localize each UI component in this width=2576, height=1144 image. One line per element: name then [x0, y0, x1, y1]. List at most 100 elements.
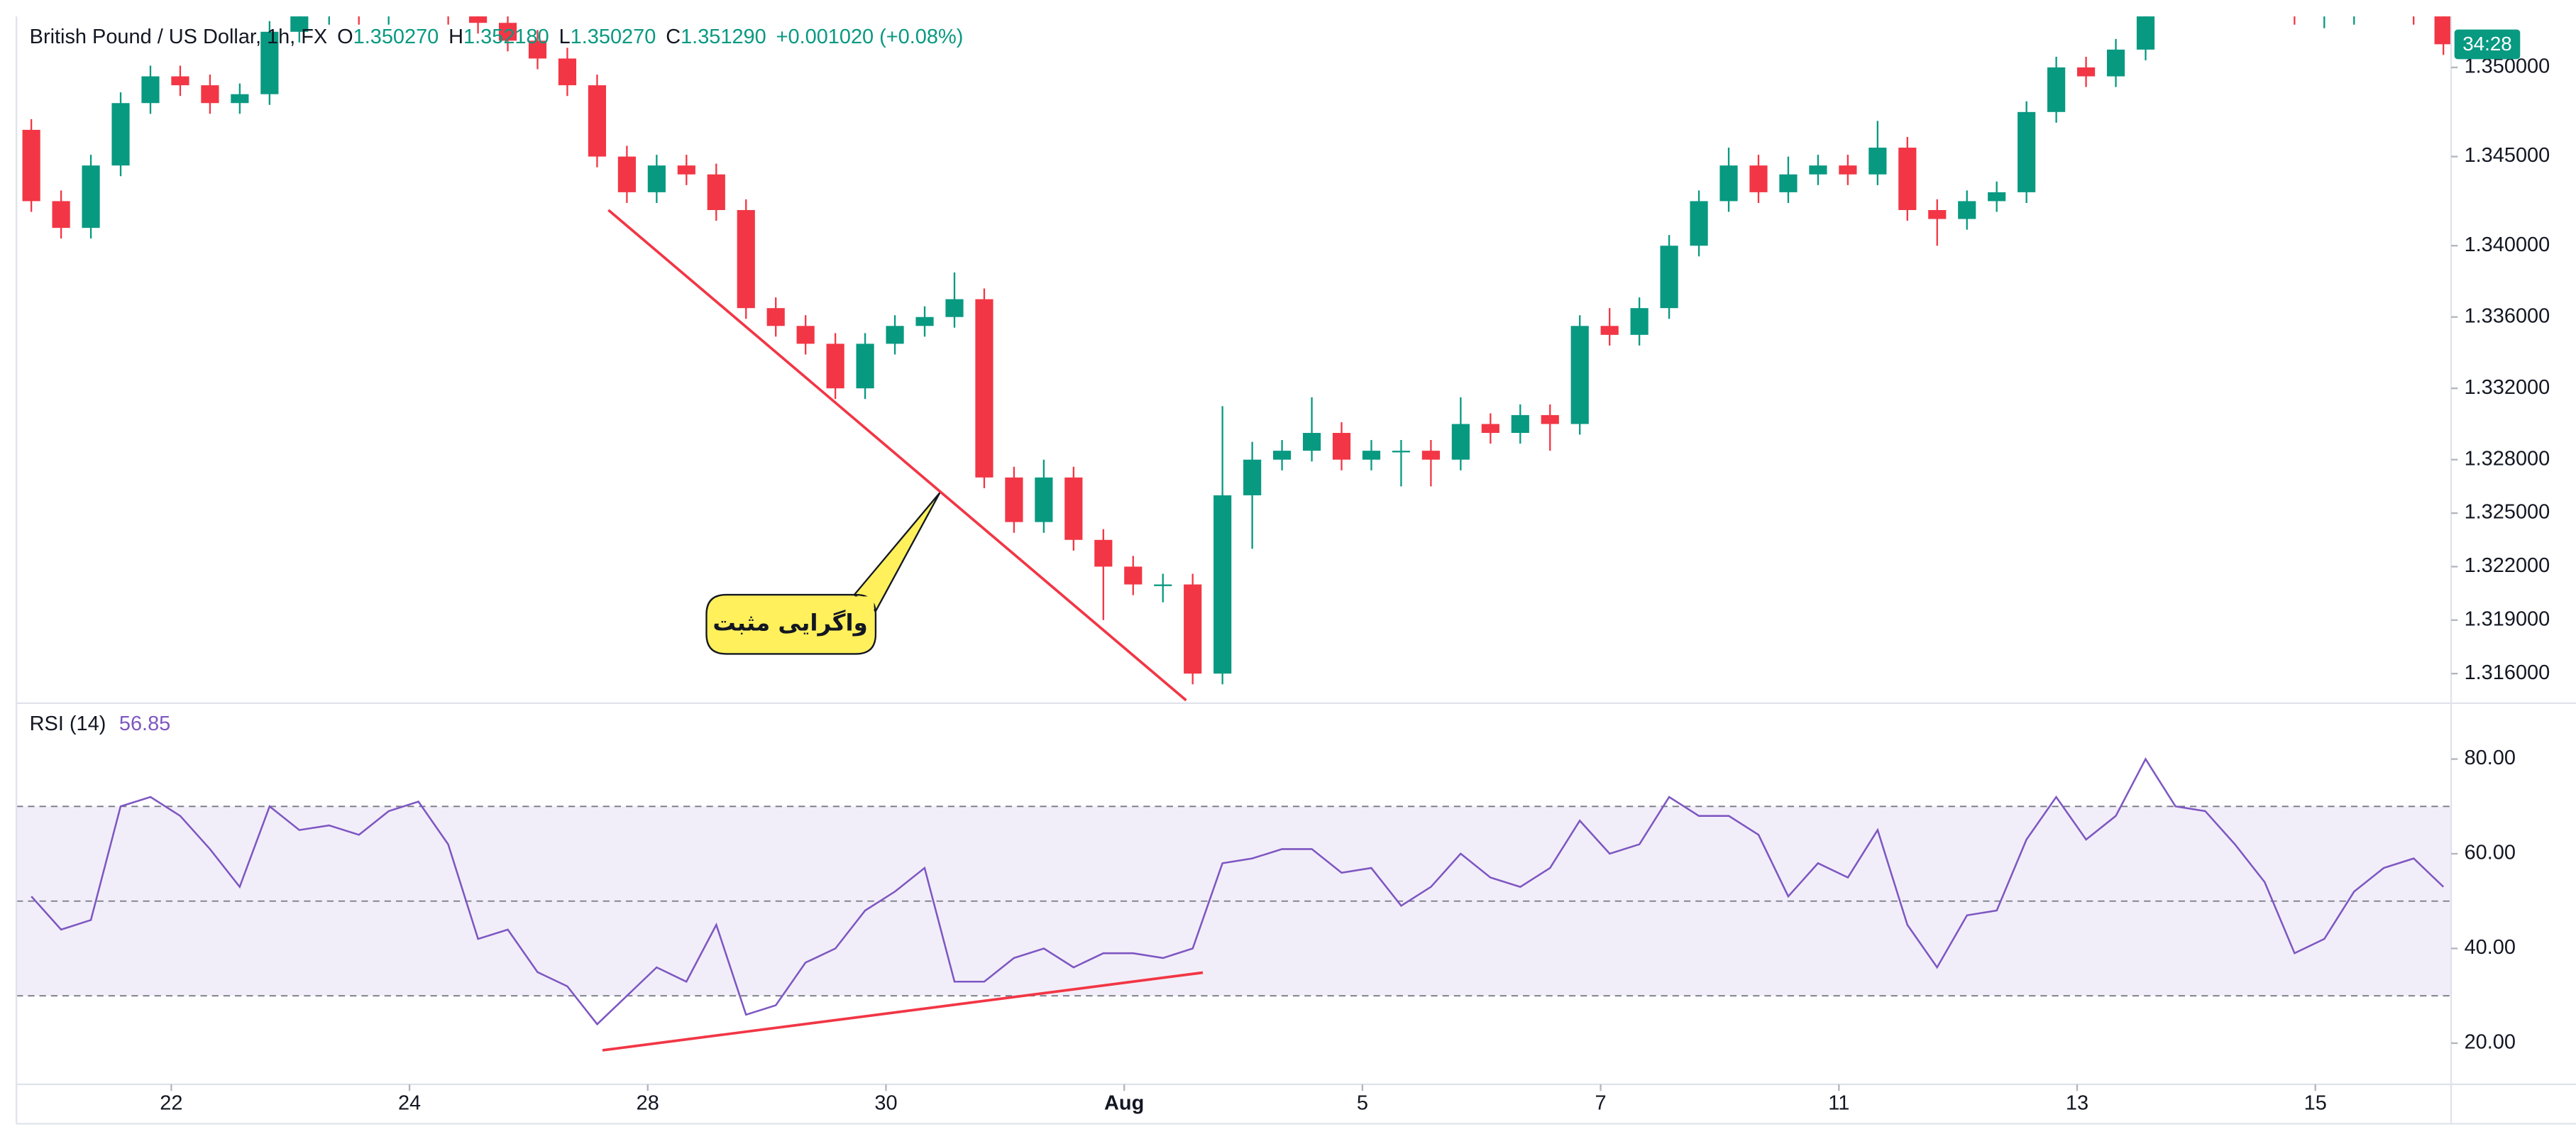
candle-body: [1272, 451, 1292, 460]
candle-body: [737, 209, 755, 309]
trendline: [607, 209, 1187, 702]
x-tick-label: 7: [1595, 1091, 1607, 1114]
candle-body: [1541, 414, 1559, 424]
y-tick-label: 1.345000: [2465, 144, 2550, 167]
candle-body: [22, 129, 40, 202]
candle-body: [856, 343, 874, 389]
candle-body: [1779, 174, 1798, 192]
candle-body: [1243, 459, 1262, 495]
candle-body: [1749, 165, 1768, 192]
candle-body: [1839, 165, 1857, 175]
legend-header: British Pound / US Dollar, 1h, FX O1.3502…: [30, 26, 964, 48]
y-tick-label: 1.316000: [2465, 661, 2550, 684]
x-tick-label: 24: [398, 1091, 421, 1114]
candle-body: [1392, 451, 1411, 453]
candle-body: [1302, 433, 1321, 451]
callout-join: [851, 596, 874, 613]
candle-body: [2047, 67, 2066, 112]
rsi-title: RSI (14): [30, 713, 106, 735]
candle-body: [141, 76, 160, 104]
y-tick-label: 40.00: [2465, 936, 2516, 959]
y-tick-label: 1.336000: [2465, 304, 2550, 327]
candle-body: [1005, 477, 1023, 522]
x-tick-label: 28: [637, 1091, 659, 1114]
candle-body: [1362, 451, 1381, 460]
candle-body: [647, 165, 666, 192]
countdown-box: [2454, 29, 2521, 60]
candle-body: [588, 85, 607, 157]
x-tick-label: 15: [2304, 1091, 2327, 1114]
candle-body: [1809, 165, 1827, 175]
candle-body: [1124, 566, 1143, 585]
y-tick-label: 1.328000: [2465, 447, 2550, 470]
candle-body: [886, 326, 904, 344]
candle-body: [1660, 246, 1678, 309]
candle-body: [528, 40, 547, 59]
candle-body: [201, 85, 219, 104]
candle-body: [2076, 67, 2096, 77]
candle-body: [1064, 477, 1083, 540]
callout: واگرایی مثبت: [705, 492, 941, 655]
candle-body: [796, 326, 815, 344]
x-tick-label: 13: [2066, 1091, 2088, 1114]
candle-body: [915, 317, 934, 326]
candle-body: [1958, 201, 1976, 219]
legend-text: 1.352180: [463, 26, 549, 48]
candle-body: [975, 299, 993, 478]
y-tick-label: 60.00: [2465, 842, 2516, 864]
trendline: [602, 971, 1204, 1052]
candle-body: [52, 201, 70, 229]
y-tick-label: 1.340000: [2465, 233, 2550, 256]
candle-body: [677, 165, 695, 175]
legend-text: O: [337, 26, 353, 48]
candle-body: [1481, 424, 1499, 434]
x-tick-label: 30: [874, 1091, 897, 1114]
candle-body: [111, 103, 130, 166]
candle-body: [2106, 49, 2125, 77]
legend-text: L: [559, 26, 571, 48]
y-tick-label: 80.00: [2465, 747, 2516, 769]
candle-body: [290, 16, 309, 32]
rsi-header: RSI (14) 56.85: [30, 713, 171, 735]
countdown: 34:28: [2462, 33, 2511, 55]
candle-body: [707, 174, 725, 210]
candle-body: [1719, 165, 1738, 202]
axes: 1.3500001.3450001.3400001.3360001.332000…: [15, 16, 2576, 1125]
candle-body: [558, 58, 577, 86]
legend-text: 1.351290: [681, 26, 766, 48]
candle-body: [1094, 539, 1113, 567]
candle-body: [171, 76, 189, 86]
candle-body: [617, 156, 636, 192]
candle-body: [1868, 148, 1887, 175]
countdown-tag: 34:28: [2454, 29, 2521, 60]
candle-body: [1630, 308, 1648, 335]
candle-body: [1898, 148, 1917, 210]
candle-body: [1570, 326, 1589, 424]
x-tick-label: 22: [160, 1091, 182, 1114]
y-tick-label: 1.319000: [2465, 607, 2550, 630]
x-tick-label: 11: [1828, 1091, 1849, 1114]
rsi-value: 56.85: [119, 713, 170, 735]
candle-body: [468, 16, 488, 23]
x-tick-label: 5: [1357, 1091, 1368, 1114]
y-tick-label: 1.325000: [2465, 501, 2550, 524]
candle-body: [766, 308, 785, 326]
candle-body: [1451, 424, 1470, 460]
candle-body: [1511, 414, 1529, 434]
candle-body: [231, 94, 249, 104]
candle-body: [1928, 209, 1947, 219]
y-tick-label: 1.322000: [2465, 554, 2550, 577]
candle-body: [1213, 495, 1232, 674]
candle-body: [1184, 584, 1202, 674]
candle-body: [1421, 451, 1440, 460]
rsi-band: [16, 806, 2452, 996]
legend-text: +0.001020 (+0.08%): [776, 26, 964, 48]
candle-body: [2018, 111, 2036, 192]
candle-body: [1988, 192, 2006, 202]
legend-text: 1.350270: [571, 26, 656, 48]
legend-text: 1.350270: [353, 26, 439, 48]
price-pane: [22, 16, 2452, 702]
